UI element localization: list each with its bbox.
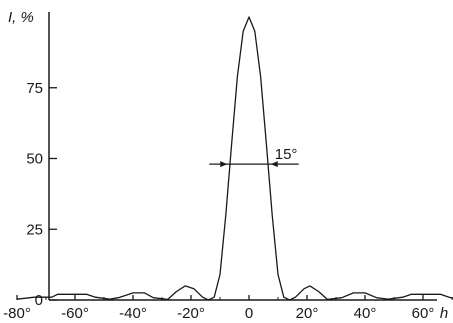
arrow-right-icon <box>270 161 278 168</box>
x-axis-label: h <box>440 305 448 322</box>
y-ticks: 0 25 50 75 <box>26 80 57 309</box>
fwhm-label: 15° <box>275 146 298 163</box>
axes <box>48 12 437 301</box>
arrow-left-icon <box>220 161 228 168</box>
x-tick-label: 60° <box>412 305 435 322</box>
x-tick-label: -20° <box>177 305 205 322</box>
x-ticks: -80° -60° -40° -20° 0 20° 40° 60° <box>3 295 453 322</box>
x-tick-label: 40° <box>354 305 377 322</box>
x-tick-label: 20° <box>296 305 319 322</box>
y-tick-label: 25 <box>26 221 43 238</box>
y-axis-label: I, % <box>8 9 34 26</box>
y-tick-label: 0 <box>35 292 43 309</box>
x-tick-label: -60° <box>61 305 89 322</box>
x-tick-label: -40° <box>119 305 147 322</box>
fwhm-annotation: 15° <box>209 146 299 168</box>
x-tick-label: -80° <box>3 305 31 322</box>
intensity-curve <box>16 16 453 301</box>
y-tick-label: 50 <box>26 151 43 168</box>
y-tick-label: 75 <box>26 80 43 97</box>
x-tick-label: 0 <box>245 305 253 322</box>
